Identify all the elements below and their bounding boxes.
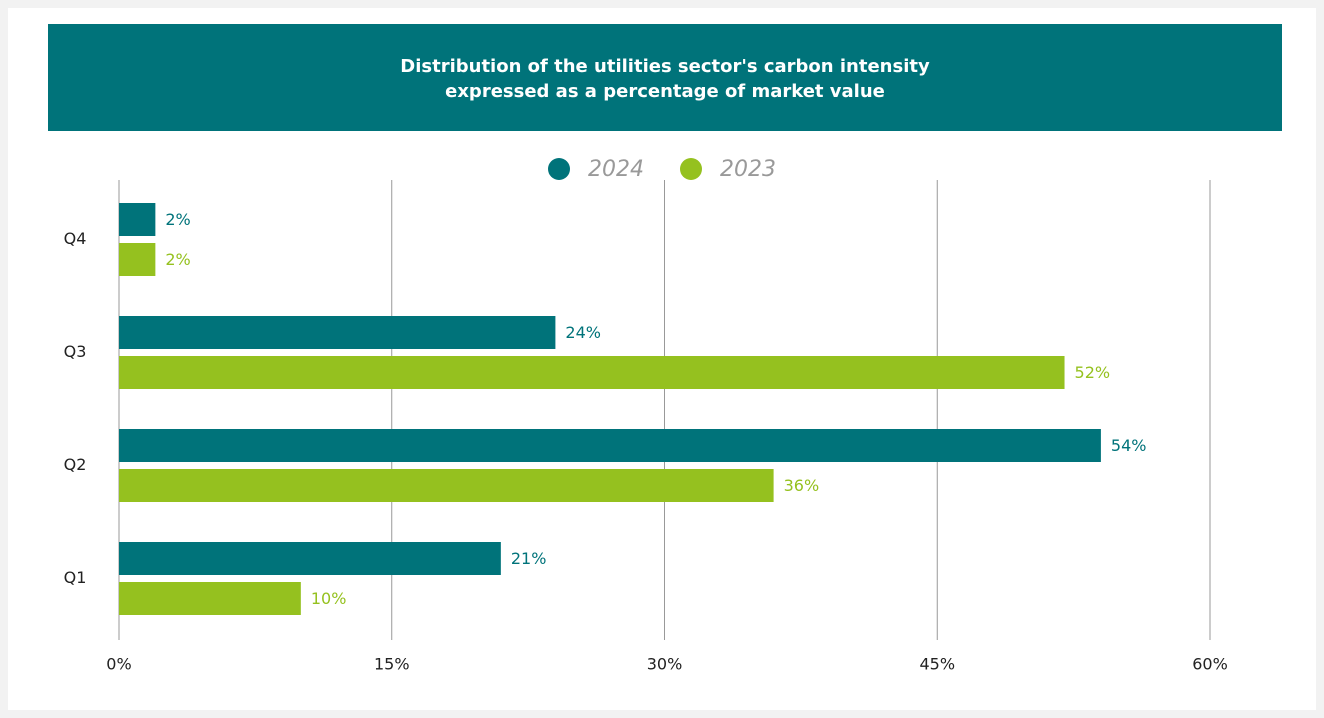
x-tick-label: 60% (1192, 655, 1228, 674)
title-band (48, 24, 1282, 131)
bar (119, 469, 774, 502)
bar (119, 316, 556, 349)
x-tick-label: 30% (647, 655, 683, 674)
data-label: 2% (165, 210, 190, 229)
data-label: 36% (784, 476, 820, 495)
x-tick-label: 0% (106, 655, 131, 674)
bar (119, 356, 1065, 389)
data-label: 54% (1111, 436, 1147, 455)
legend-label: 2023 (720, 157, 776, 182)
legend-label: 2024 (588, 157, 644, 182)
legend-swatch (548, 158, 570, 180)
x-tick-label: 15% (374, 655, 410, 674)
y-tick-label: Q2 (64, 455, 87, 474)
y-tick-label: Q3 (64, 342, 87, 361)
y-tick-label: Q4 (64, 229, 87, 248)
y-tick-label: Q1 (64, 568, 87, 587)
bar (119, 429, 1101, 462)
bar (119, 243, 156, 276)
data-label: 24% (565, 323, 601, 342)
chart-title: Distribution of the utilities sector's c… (400, 56, 930, 77)
bar (119, 582, 301, 615)
legend-swatch (680, 158, 702, 180)
bar (119, 542, 501, 575)
bar (119, 203, 156, 236)
chart-subtitle: expressed as a percentage of market valu… (445, 81, 885, 102)
x-tick-label: 45% (919, 655, 955, 674)
data-label: 52% (1075, 363, 1111, 382)
data-label: 2% (165, 250, 190, 269)
data-label: 21% (511, 549, 547, 568)
data-label: 10% (311, 589, 347, 608)
